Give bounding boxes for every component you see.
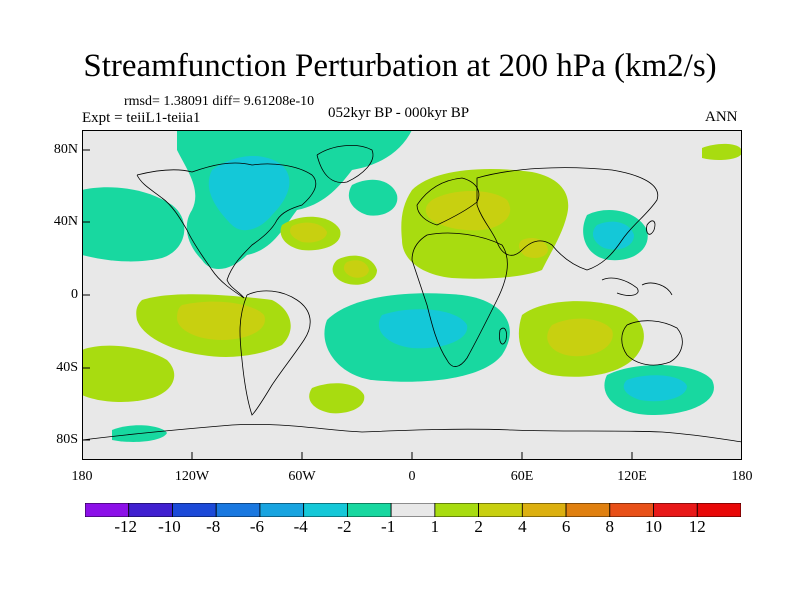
coast-antarctica (82, 423, 742, 443)
colorbar-label: 12 (688, 517, 706, 536)
y-tick-label: 40S (56, 360, 78, 375)
contour-core-south-pacific-negative (623, 375, 687, 402)
colorbar-swatch (609, 503, 654, 517)
colorbar-swatch (259, 503, 305, 517)
colorbar-label: 2 (474, 517, 483, 536)
colorbar-label: -6 (249, 517, 264, 536)
colorbar-swatch (478, 503, 523, 517)
contour-region-south-indian-negative (462, 338, 502, 360)
y-tick-label: 0 (71, 287, 78, 302)
x-tick-label: 60W (288, 469, 316, 484)
coast-africa (411, 232, 508, 367)
colorbar-label: -1 (381, 517, 396, 536)
colorbar (85, 503, 741, 517)
colorbar-label: -4 (293, 517, 308, 536)
contour-fields (82, 130, 742, 442)
x-tick-label: 120W (174, 469, 210, 484)
contour-core-west-pacific-negative (592, 221, 634, 250)
colorbar-swatch (172, 503, 217, 517)
x-tick-label: 120E (617, 469, 647, 484)
contour-core-mideast-positive (518, 238, 548, 258)
contour-region-south-atlantic-blob-positive (309, 383, 365, 414)
coast-asia (476, 167, 659, 271)
coast-australia (621, 320, 683, 366)
streamfunction-map (82, 130, 742, 460)
contour-core-south-america-positive (177, 301, 265, 340)
contour-core-tropical-atlantic-positive (343, 260, 369, 278)
colorbar-swatch (215, 503, 261, 517)
contour-core-indian-ocean-positive (547, 318, 613, 357)
axis-ticks (82, 149, 742, 460)
colorbar-label: -2 (337, 517, 352, 536)
coast-japan (646, 220, 656, 235)
colorbar-swatch (521, 503, 567, 517)
contour-core-south-atlantic-negative (378, 309, 468, 349)
coast-madagascar (499, 327, 507, 345)
stats-label: rmsd= 1.38091 diff= 9.61208e-10 (124, 94, 315, 109)
contour-core-atlantic-positive (290, 222, 327, 243)
y-tick-label: 40N (53, 214, 78, 229)
colorbar-label: -8 (206, 517, 221, 536)
x-tick-label: 60E (510, 469, 534, 484)
colorbar-swatch (390, 503, 436, 517)
coastlines (82, 145, 742, 443)
contour-region-arctic-positive (702, 143, 742, 160)
colorbar-swatch (653, 503, 698, 517)
x-tick-label: 180 (71, 469, 93, 484)
colorbar-swatch (434, 503, 479, 517)
figure-title: Streamfunction Perturbation at 200 hPa (… (83, 48, 717, 84)
colorbar-swatch (303, 503, 348, 517)
contour-core-canada-negative (208, 155, 290, 231)
experiment-label: Expt = teiiL1-teiia1 (82, 110, 201, 126)
period-label: 052kyr BP - 000kyr BP (328, 105, 470, 121)
colorbar-label: -12 (114, 517, 138, 536)
colorbar-swatch (346, 503, 392, 517)
colorbar-label: 8 (605, 517, 615, 536)
coast-southeast-asia-islands (601, 277, 673, 296)
coast-south-america (239, 290, 311, 416)
x-tick-label: 0 (408, 469, 416, 484)
colorbar-swatch (85, 503, 130, 517)
coast-greenland (316, 145, 374, 183)
season-label: ANN (705, 109, 738, 125)
contour-region-atlantic-negative (348, 179, 398, 216)
y-tick-label: 80S (56, 432, 78, 447)
colorbar-label: 6 (561, 517, 571, 536)
y-tick-label: 80N (53, 142, 78, 157)
colorbar-swatch (128, 503, 173, 517)
colorbar-label: 10 (645, 517, 663, 536)
colorbar-swatch (696, 503, 741, 517)
contour-region-east-pacific-positive (82, 345, 175, 402)
coast-north-america (136, 162, 317, 299)
colorbar-label: -10 (158, 517, 181, 536)
x-tick-label: 180 (731, 469, 753, 484)
colorbar-label: 4 (518, 517, 527, 536)
contour-region-pacific-n-negative (82, 187, 185, 262)
colorbar-swatch (565, 503, 611, 517)
colorbar-label: 1 (430, 517, 440, 536)
